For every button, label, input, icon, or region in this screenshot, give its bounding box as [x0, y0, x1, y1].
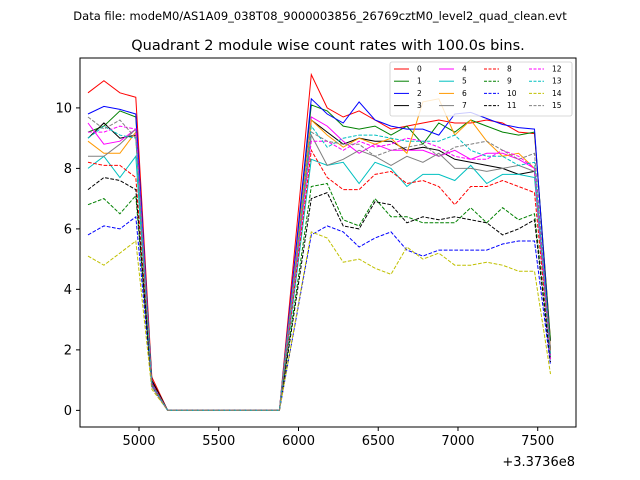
x-tick-label: 7500	[521, 434, 554, 449]
series-line-10	[87, 215, 551, 411]
series-line-13	[87, 124, 551, 411]
legend-label-0: 0	[417, 65, 422, 74]
legend-label-13: 13	[552, 77, 562, 86]
x-tick-label: 5000	[122, 434, 155, 449]
y-tick-label: 10	[55, 101, 72, 116]
x-tick-label: 5500	[202, 434, 235, 449]
axes-frame	[79, 57, 577, 428]
series-line-8	[87, 148, 551, 411]
y-tick-label: 4	[64, 283, 72, 298]
legend-label-5: 5	[462, 77, 467, 86]
series-line-2	[87, 97, 551, 411]
series-line-5	[87, 154, 551, 411]
legend-label-7: 7	[462, 101, 467, 110]
plot-area	[87, 72, 551, 411]
chart-suptitle: Data file: modeM0/AS1A09_038T08_90000038…	[73, 9, 567, 23]
x-tick-label: 6500	[362, 434, 395, 449]
series-line-6	[87, 98, 551, 411]
x-axis-offset-label: +3.3736e8	[502, 455, 575, 470]
y-tick-label: 2	[64, 343, 72, 358]
legend-label-14: 14	[552, 89, 562, 98]
legend-label-12: 12	[552, 65, 562, 74]
series-line-14	[87, 231, 551, 411]
legend-label-4: 4	[462, 65, 467, 74]
legend-label-3: 3	[417, 101, 422, 110]
chart-title: Quadrant 2 module wise count rates with …	[131, 38, 525, 54]
y-tick-label: 0	[64, 404, 72, 419]
y-tick-label: 6	[64, 222, 72, 237]
series-line-12	[88, 125, 551, 411]
legend-label-1: 1	[417, 77, 422, 86]
legend-label-9: 9	[507, 77, 512, 86]
series-line-0	[87, 72, 551, 411]
legend-label-11: 11	[507, 101, 517, 110]
series-line-3	[87, 119, 551, 411]
legend-label-2: 2	[417, 89, 422, 98]
legend-label-8: 8	[507, 65, 512, 74]
x-tick-label: 6000	[282, 434, 315, 449]
series-line-9	[87, 182, 551, 411]
y-tick-label: 8	[64, 162, 72, 177]
series-line-15	[87, 116, 551, 411]
legend-label-10: 10	[507, 89, 517, 98]
series-line-7	[88, 127, 551, 411]
x-tick-label: 7000	[441, 434, 474, 449]
legend-label-15: 15	[552, 101, 562, 110]
series-line-11	[87, 176, 551, 411]
legend-box	[389, 61, 573, 117]
legend-label-6: 6	[462, 89, 467, 98]
